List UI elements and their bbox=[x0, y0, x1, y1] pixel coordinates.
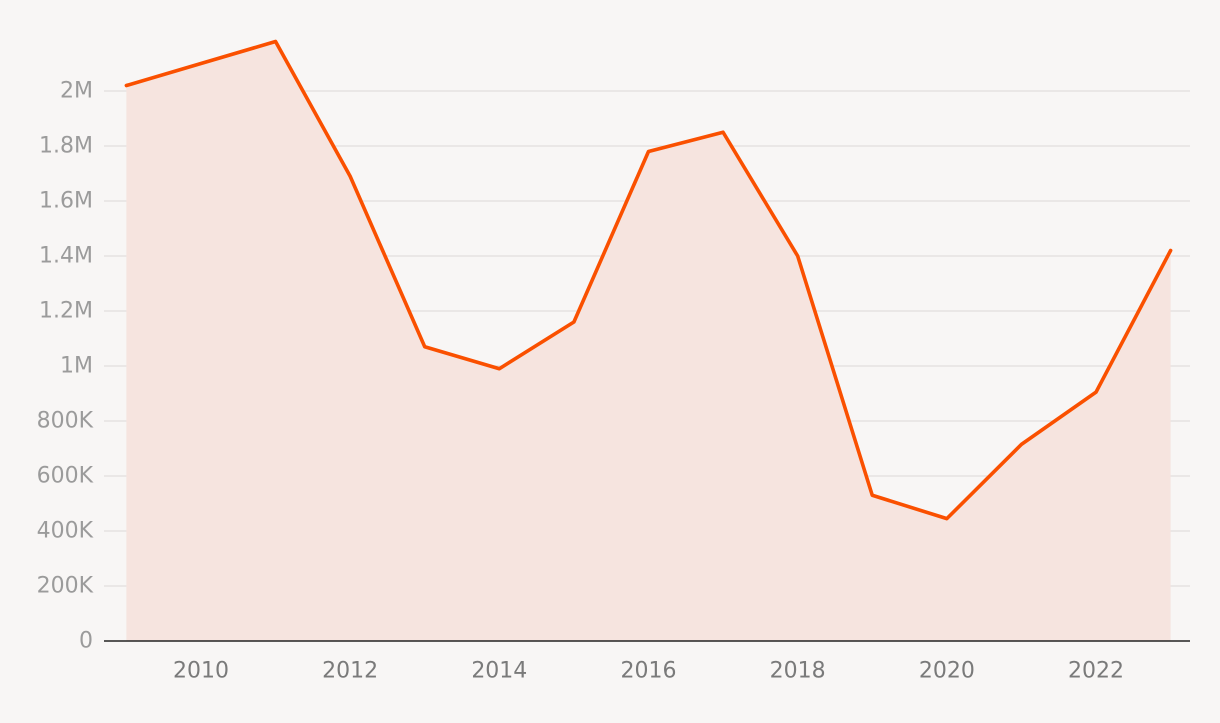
data-point bbox=[1093, 389, 1099, 395]
data-point bbox=[869, 492, 875, 498]
series-line bbox=[124, 39, 1173, 521]
series-line-layer bbox=[124, 39, 1173, 521]
y-tick-label: 1.6M bbox=[39, 189, 93, 214]
y-tick-label: 400K bbox=[37, 519, 94, 544]
data-point bbox=[496, 366, 502, 372]
data-point bbox=[944, 516, 950, 522]
data-point bbox=[198, 61, 204, 67]
series-area bbox=[126, 41, 1171, 641]
data-point bbox=[1018, 441, 1024, 447]
y-tick-label: 1M bbox=[60, 354, 93, 379]
x-tick-label: 2012 bbox=[322, 659, 378, 684]
y-tick-label: 0 bbox=[79, 629, 93, 654]
x-axis-tick-labels: 2010 2012 2014 2016 2018 2020 2022 bbox=[173, 659, 1124, 684]
y-tick-label: 200K bbox=[37, 574, 94, 599]
y-tick-label: 2M bbox=[60, 79, 93, 104]
y-tick-label: 1.8M bbox=[39, 134, 93, 159]
y-tick-label: 1.2M bbox=[39, 299, 93, 324]
x-tick-label: 2016 bbox=[620, 659, 676, 684]
data-point bbox=[273, 39, 279, 45]
data-point bbox=[347, 173, 353, 179]
y-tick-label: 600K bbox=[37, 464, 94, 489]
y-axis-tick-labels: 0 200K 400K 600K 800K 1M 1.2M 1.4M 1.6M 1.8M 2M bbox=[37, 79, 94, 654]
x-tick-label: 2020 bbox=[919, 659, 975, 684]
x-tick-label: 2010 bbox=[173, 659, 229, 684]
x-tick-label: 2022 bbox=[1068, 659, 1124, 684]
series-area-layer bbox=[126, 41, 1171, 641]
y-tick-label: 1.4M bbox=[39, 244, 93, 269]
data-point bbox=[123, 83, 129, 89]
x-tick-label: 2014 bbox=[471, 659, 527, 684]
x-tick-label: 2018 bbox=[770, 659, 826, 684]
data-point bbox=[645, 149, 651, 155]
data-point bbox=[1168, 248, 1174, 254]
data-point bbox=[571, 319, 577, 325]
data-point bbox=[422, 344, 428, 350]
y-tick-label: 800K bbox=[37, 409, 94, 434]
data-point bbox=[795, 253, 801, 259]
data-point bbox=[720, 129, 726, 135]
